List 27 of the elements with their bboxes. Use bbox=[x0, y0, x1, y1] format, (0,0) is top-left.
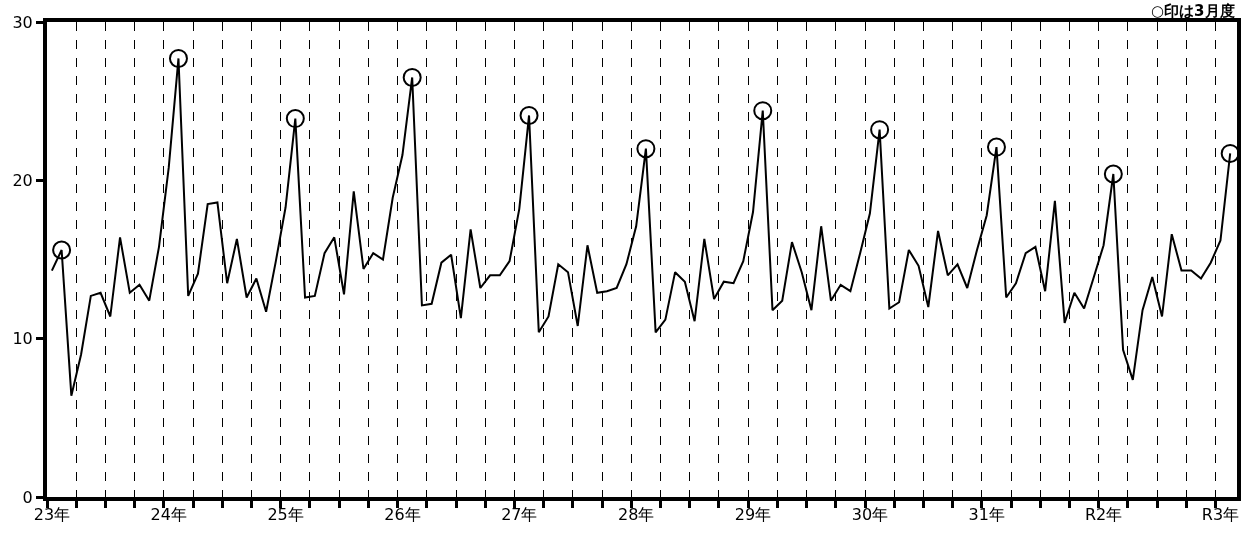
point bbox=[402, 67, 422, 87]
x-tick-label: 26年 bbox=[384, 505, 421, 525]
y-tick-label: 0 bbox=[22, 487, 33, 507]
point bbox=[753, 101, 773, 121]
point bbox=[870, 120, 890, 140]
x-tick-label: R3年 bbox=[1201, 505, 1240, 525]
point bbox=[1220, 143, 1240, 163]
point bbox=[986, 137, 1006, 157]
x-tick-label: 28年 bbox=[617, 505, 655, 525]
point bbox=[168, 48, 188, 68]
y-tick-label: 30 bbox=[12, 12, 33, 32]
point bbox=[636, 139, 656, 159]
point bbox=[1103, 164, 1123, 184]
x-tick-label: 23年 bbox=[33, 505, 71, 525]
point bbox=[285, 109, 305, 129]
x-tick-label: 30年 bbox=[851, 505, 889, 525]
y-tick-label: 10 bbox=[12, 329, 33, 349]
x-tick-label: 24年 bbox=[150, 505, 187, 525]
x-tick-label: 25年 bbox=[267, 505, 304, 525]
x-tick-label: 29年 bbox=[734, 505, 772, 525]
point bbox=[52, 240, 72, 260]
y-tick-label: 20 bbox=[12, 170, 33, 190]
x-tick-label: 27年 bbox=[501, 505, 538, 525]
x-tick-label: R2年 bbox=[1084, 505, 1123, 525]
x-tick-label: 31年 bbox=[968, 505, 1005, 525]
point bbox=[519, 105, 539, 125]
text: ○印は3月度 bbox=[1151, 2, 1235, 20]
